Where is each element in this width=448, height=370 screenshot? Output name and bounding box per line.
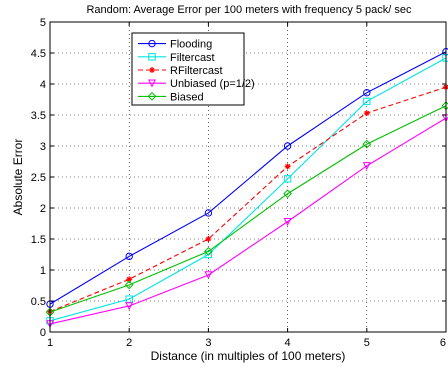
data-point xyxy=(205,236,212,242)
series-line-1 xyxy=(49,57,447,322)
data-point xyxy=(284,163,291,170)
y-tick-label: 0 xyxy=(40,327,46,339)
series-line-0 xyxy=(49,51,447,305)
grid-lines xyxy=(50,22,446,332)
y-tick-label: 3.5 xyxy=(31,110,46,122)
legend-label: Biased xyxy=(170,91,204,103)
data-point xyxy=(204,209,213,217)
data-point xyxy=(147,79,157,88)
y-tick-label: 2 xyxy=(40,203,46,215)
data-point xyxy=(203,246,213,256)
y-axis-label: Absolute Error xyxy=(11,139,25,216)
data-point xyxy=(363,97,371,106)
x-tick-label: 3 xyxy=(205,337,211,349)
data-point xyxy=(149,67,155,73)
x-axis-ticks: 1 2 3 4 5 6 xyxy=(47,22,447,349)
y-tick-label: 4.5 xyxy=(31,48,46,60)
legend-label: Flooding xyxy=(170,39,212,51)
x-tick-label: 4 xyxy=(285,337,291,349)
y-tick-label: 3 xyxy=(40,141,46,153)
series-line-3 xyxy=(49,117,447,325)
y-tick-label: 1 xyxy=(40,265,46,277)
x-tick-label: 2 xyxy=(126,337,132,349)
legend-label: Filtercast xyxy=(170,52,215,64)
data-point xyxy=(363,88,371,97)
data-point xyxy=(148,53,156,61)
legend-label: Unbiased (p=1/2) xyxy=(170,78,255,90)
x-tick-label: 1 xyxy=(47,337,53,349)
data-point xyxy=(283,175,292,183)
data-point xyxy=(125,252,133,261)
y-tick-label: 0.5 xyxy=(31,296,46,308)
chart-title: Random: Average Error per 100 meters wit… xyxy=(86,4,412,16)
y-tick-label: 1.5 xyxy=(31,234,46,246)
plot-series xyxy=(45,48,448,329)
x-tick-label: 6 xyxy=(440,337,446,349)
data-point xyxy=(363,110,370,117)
y-tick-label: 2.5 xyxy=(31,172,46,184)
data-point xyxy=(126,276,133,283)
y-axis-ticks: 0 0.5 1 1.5 2 2.5 3 3.5 4 4.5 5 xyxy=(31,17,446,339)
data-point xyxy=(147,91,157,101)
x-tick-label: 5 xyxy=(364,337,370,349)
y-tick-label: 4 xyxy=(40,79,46,91)
series-line-4 xyxy=(49,105,447,313)
data-point xyxy=(362,162,371,171)
y-tick-label: 5 xyxy=(40,17,46,29)
data-point xyxy=(283,217,292,226)
data-point xyxy=(283,189,293,199)
data-point xyxy=(283,142,292,150)
data-point xyxy=(148,39,156,48)
data-point xyxy=(204,271,213,280)
data-point xyxy=(125,302,134,311)
x-axis-label: Distance (in multiples of 100 meters) xyxy=(151,349,346,363)
legend-label: RFiltercast xyxy=(170,65,223,77)
data-point xyxy=(362,139,372,149)
series-line-2 xyxy=(49,86,447,313)
data-point xyxy=(124,280,134,290)
